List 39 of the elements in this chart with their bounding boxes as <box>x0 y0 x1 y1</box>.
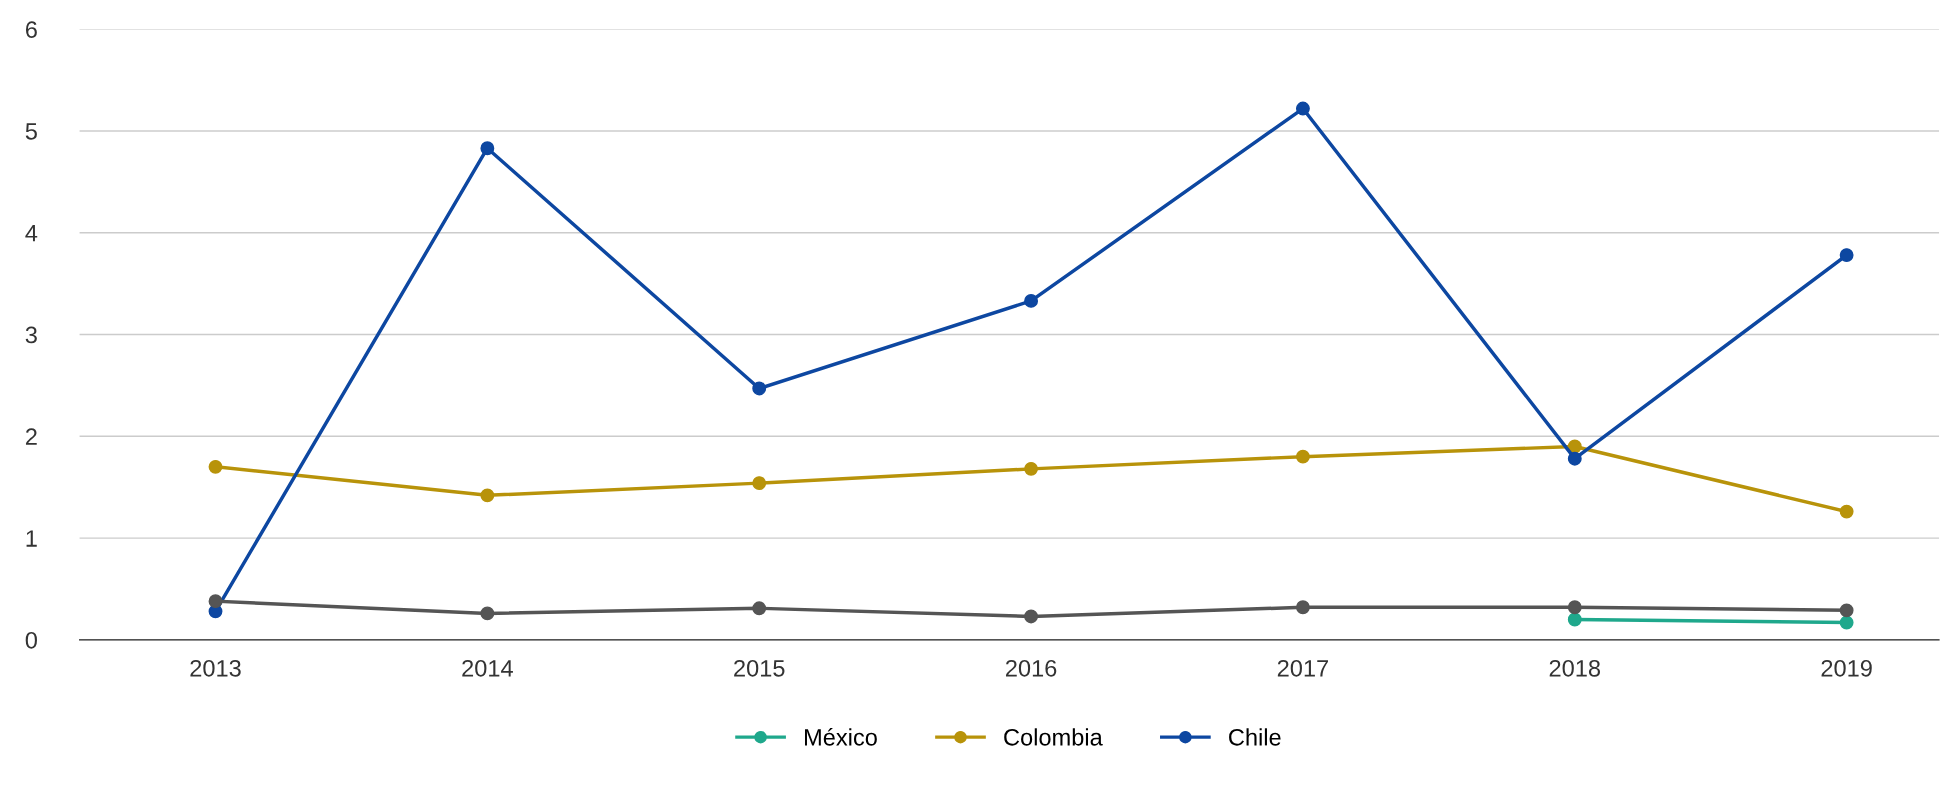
point <box>208 594 223 609</box>
point <box>752 601 767 616</box>
x-tick-label: 2014 <box>462 659 513 677</box>
point <box>1567 600 1582 615</box>
x-tick-label: 2019 <box>1821 659 1872 677</box>
point <box>1295 449 1310 464</box>
x-tick-label: 2013 <box>190 659 241 677</box>
x-tick-label: 2017 <box>1277 659 1328 677</box>
point <box>480 141 495 156</box>
x-tick-label: 2015 <box>734 659 785 677</box>
point <box>752 476 767 491</box>
point <box>1839 248 1854 263</box>
y-tick-label: 5 <box>25 123 37 140</box>
legend-label: Chile <box>1229 728 1281 746</box>
point <box>1024 461 1039 476</box>
x-tick-label: 2018 <box>1549 659 1601 677</box>
legend-label: México <box>805 728 877 746</box>
point <box>1024 609 1039 624</box>
point <box>1295 600 1310 615</box>
point <box>480 488 495 503</box>
point <box>752 381 767 396</box>
point <box>1839 603 1854 618</box>
x-tick-label: 2016 <box>1006 659 1057 677</box>
point <box>1024 293 1039 308</box>
y-tick-label: 3 <box>25 326 37 344</box>
point <box>1839 504 1854 519</box>
point <box>1567 439 1582 454</box>
point <box>1839 615 1854 630</box>
point <box>1567 451 1582 466</box>
y-tick-label: 0 <box>25 631 37 649</box>
y-tick-label: 1 <box>26 530 37 547</box>
point <box>1567 612 1582 627</box>
point <box>1295 101 1310 116</box>
y-tick-label: 4 <box>25 225 38 242</box>
y-tick-label: 6 <box>25 21 37 38</box>
legend-label: Colombia <box>1004 728 1103 746</box>
point <box>480 606 495 621</box>
point <box>208 459 223 474</box>
y-tick-label: 2 <box>25 428 37 445</box>
